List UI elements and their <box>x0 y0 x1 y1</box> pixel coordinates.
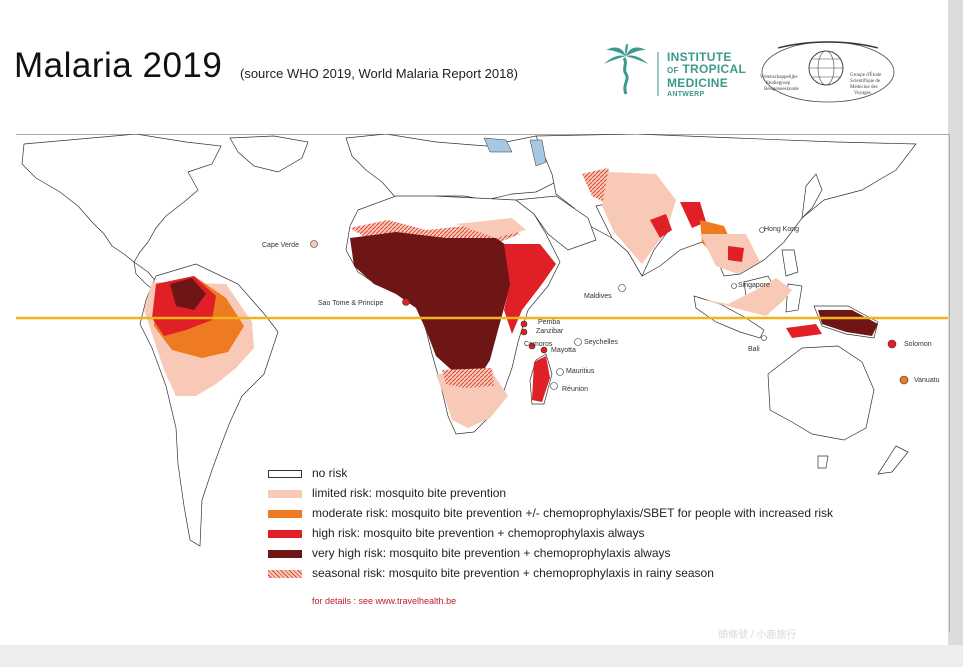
as-high-bangladesh <box>680 202 706 228</box>
as-high-sea <box>728 246 744 262</box>
legend-swatch-limited <box>268 490 302 498</box>
label-mauritius: Mauritius <box>566 368 595 375</box>
label-pemba: Pemba <box>538 319 561 326</box>
seychelles-marker <box>574 338 582 346</box>
label-hong-kong: Hong Kong <box>764 226 800 233</box>
label-cape-verde: Cape Verde <box>262 242 299 249</box>
comoros-marker <box>528 342 536 350</box>
label-bali: Bali <box>748 346 760 353</box>
label-sao-tome: Sao Tome & Principe <box>318 300 384 307</box>
singapore-marker <box>731 283 737 289</box>
philippines <box>781 249 799 277</box>
itm-line3: MEDICINE <box>667 76 729 90</box>
af-seasonal-south <box>442 368 494 388</box>
legend-label-high: high risk: mosquito bite prevention + ch… <box>312 526 645 540</box>
svg-text:Studiegroep: Studiegroep <box>766 81 791 86</box>
legend-label-limited: limited risk: mosquito bite prevention <box>312 486 507 500</box>
cape-verde-marker <box>310 240 318 248</box>
label-mayotta: Mayotta <box>551 347 576 354</box>
europe <box>345 134 587 205</box>
island-markers <box>310 227 909 390</box>
details-link[interactable]: for details : see www.travelhealth.be <box>312 596 457 606</box>
legend-label-seasonal: seasonal risk: mosquito bite prevention … <box>312 566 714 580</box>
legend-swatch-high <box>268 530 302 538</box>
svg-text:Reisgeneeskunde: Reisgeneeskunde <box>764 87 799 92</box>
palm-leaf-icon <box>604 44 648 95</box>
as-high-east-indonesia <box>786 324 822 338</box>
legend-swatch-moderate <box>268 510 302 518</box>
right-scrollbar[interactable] <box>948 0 963 667</box>
label-maldives: Maldives <box>584 293 612 300</box>
itm-line4: ANTWERP <box>667 91 705 98</box>
reunion-marker <box>550 382 558 390</box>
solomon-marker <box>887 339 897 349</box>
caspian-sea <box>529 139 547 167</box>
af-very-high <box>350 232 516 376</box>
svg-text:Groupe d'Étude: Groupe d'Étude <box>850 72 882 78</box>
label-singapore: Singapore <box>738 282 770 289</box>
as-very-high-papua <box>818 310 878 336</box>
legend-label-very-high: very high risk: mosquito bite prevention… <box>312 546 671 560</box>
sa-very-high <box>170 278 206 310</box>
legend-swatch-seasonal <box>268 570 302 578</box>
label-solomon: Solomon <box>904 341 932 348</box>
legend-swatch-very-high <box>268 550 302 558</box>
as-limited-india <box>602 172 676 264</box>
itm-line2-small: OF <box>667 66 679 75</box>
mauritius-marker <box>556 368 564 376</box>
page-title: Malaria 2019 <box>14 46 223 85</box>
itm-line1: INSTITUTE <box>667 50 732 64</box>
travel-medicine-society-logo: Wetenschappelijke Studiegroep Reisgenees… <box>760 41 895 103</box>
japan <box>801 173 823 219</box>
itm-logo-text: INSTITUTE OF TROPICAL MEDICINE ANTWERP <box>667 51 746 101</box>
as-high-india <box>650 214 672 238</box>
watermark: 頭條號 / 小鹿旅行 <box>718 630 797 641</box>
svg-text:Voyages: Voyages <box>854 91 871 96</box>
inland-water <box>483 137 547 167</box>
af-high-madagascar <box>532 356 550 402</box>
mayotta-marker <box>540 346 548 354</box>
label-comoros: Comoros <box>524 341 553 348</box>
svg-text:Scientifique de: Scientifique de <box>850 79 881 84</box>
arabia <box>515 195 597 251</box>
label-vanuatu: Vanuatu <box>914 377 940 384</box>
af-high-east <box>504 244 556 334</box>
vanuatu-marker <box>899 375 909 385</box>
legend-label-moderate: moderate risk: mosquito bite prevention … <box>312 506 834 520</box>
itm-logo <box>604 44 659 96</box>
af-limited-north <box>456 218 526 238</box>
australia <box>767 345 875 441</box>
bottom-bar <box>0 645 963 667</box>
label-zanzibar: Zanzibar <box>536 328 564 335</box>
hong-kong-marker <box>759 227 765 233</box>
map-frame <box>16 134 950 632</box>
new-zealand <box>877 445 909 475</box>
bali-marker <box>761 335 767 341</box>
tasmania <box>817 455 829 469</box>
source-subtitle: (source WHO 2019, World Malaria Report 2… <box>240 66 518 81</box>
itm-line2: TROPICAL <box>682 62 747 76</box>
north-america <box>21 134 222 263</box>
legend-swatch-no-risk <box>268 470 302 478</box>
zanzibar-marker <box>520 328 528 336</box>
maldives-marker <box>618 284 626 292</box>
africa-risk <box>350 218 556 428</box>
pemba-marker <box>520 320 528 328</box>
sao-tome-marker <box>402 298 410 306</box>
label-reunion: Réunion <box>562 386 589 393</box>
world-malaria-map <box>16 134 948 547</box>
black-sea <box>483 137 513 153</box>
label-seychelles: Seychelles <box>584 339 618 346</box>
asia-risk <box>582 168 878 338</box>
svg-text:Wetenschappelijke: Wetenschappelijke <box>760 75 798 80</box>
as-limited-indonesia <box>696 278 792 316</box>
greenland <box>229 135 309 173</box>
svg-text:Médecine des: Médecine des <box>850 85 878 90</box>
legend-label-no-risk: no risk <box>312 466 348 480</box>
